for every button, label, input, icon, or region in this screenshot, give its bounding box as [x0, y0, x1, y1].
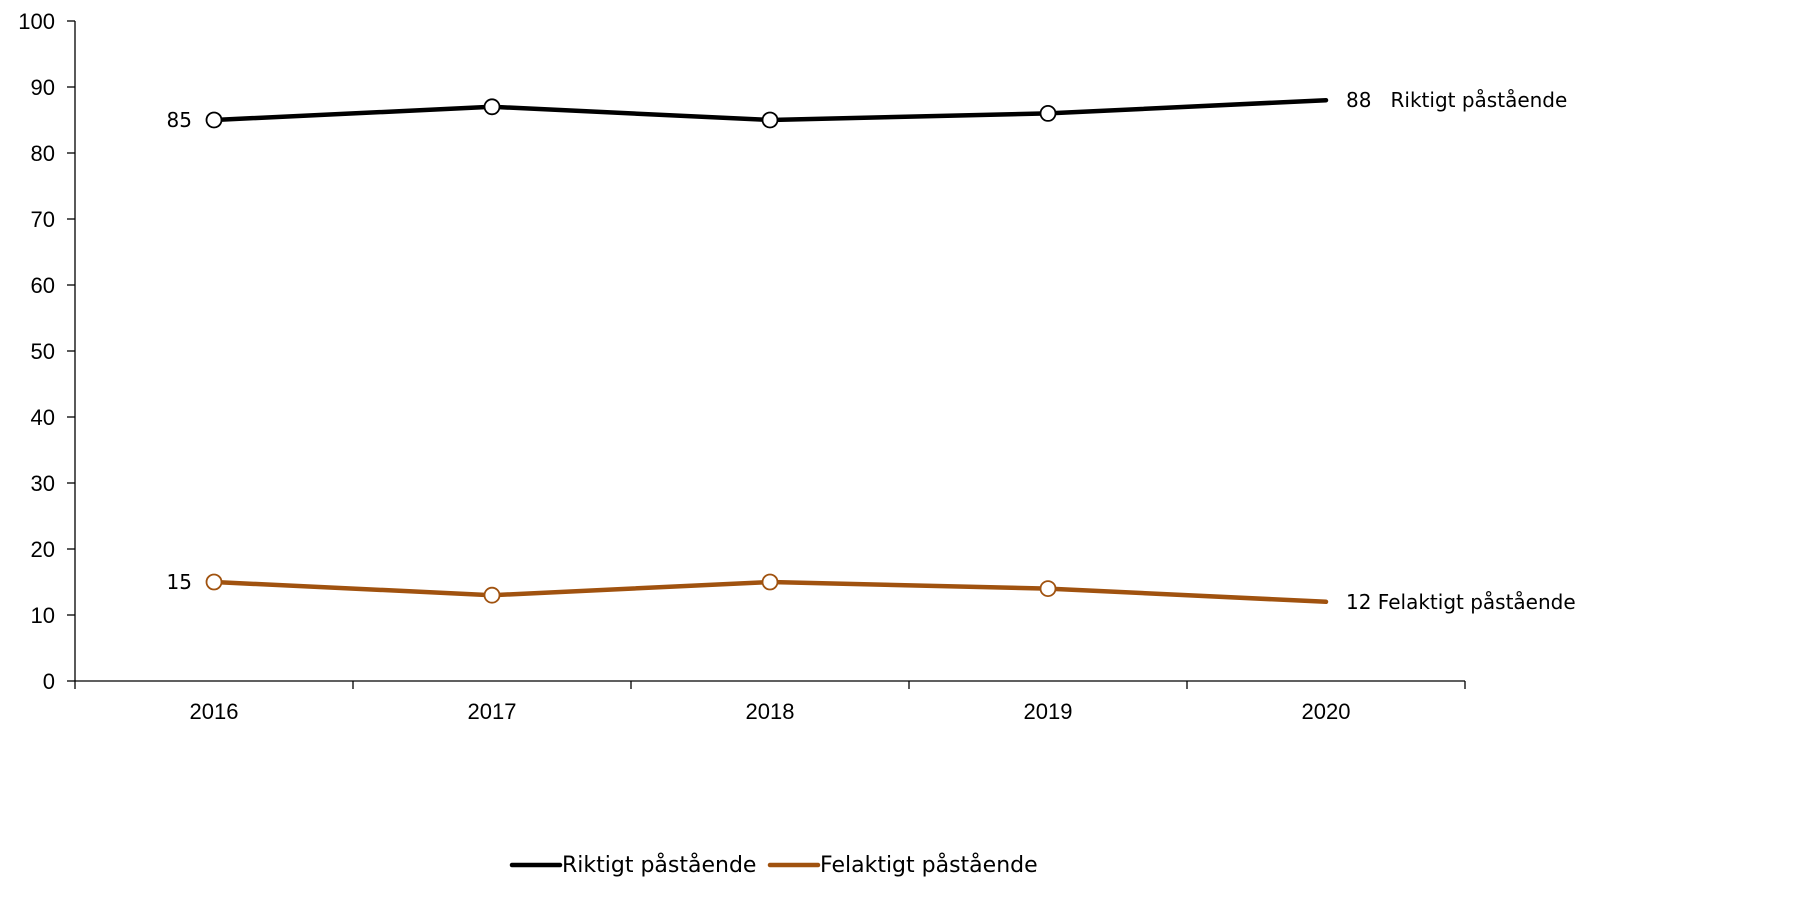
data-label-start: 85: [167, 108, 192, 132]
y-tick-label: 20: [31, 537, 55, 562]
legend[interactable]: Riktigt påstående Felaktigt påstående: [512, 852, 1038, 878]
legend-label: Riktigt påstående: [562, 852, 756, 878]
data-point-marker: [1041, 106, 1056, 121]
y-tick-label: 30: [31, 471, 55, 496]
data-point-marker: [763, 113, 778, 128]
data-point-marker: [763, 575, 778, 590]
legend-item-2[interactable]: Felaktigt påstående: [770, 852, 1038, 878]
x-axis: 2016 2017 2018 2019 2020: [75, 681, 1465, 724]
x-tick-label: 2019: [1024, 699, 1073, 724]
x-tick-label: 2016: [190, 699, 239, 724]
legend-label: Felaktigt påstående: [820, 852, 1038, 878]
data-label-end: 12 Felaktigt påstående: [1346, 590, 1576, 614]
x-tick-label: 2017: [468, 699, 517, 724]
y-tick-label: 100: [18, 9, 55, 34]
y-tick-label: 10: [31, 603, 55, 628]
data-label-start: 15: [167, 570, 192, 594]
data-point-marker: [485, 99, 500, 114]
data-label-end: 88 Riktigt påstående: [1346, 88, 1567, 112]
x-tick-label: 2018: [746, 699, 795, 724]
y-tick-label: 40: [31, 405, 55, 430]
y-tick-label: 0: [43, 669, 55, 694]
series-2: 15 12 Felaktigt påstående: [167, 570, 1576, 614]
x-tick-label: 2020: [1302, 699, 1351, 724]
data-point-marker: [485, 588, 500, 603]
y-axis: 0 10 20 30 40 50 60 70 80 90 100: [18, 9, 75, 694]
series-layer: 85 88 Riktigt påstående 15 12 Felaktigt pås…: [167, 88, 1576, 614]
data-point-marker: [207, 113, 222, 128]
legend-item-1[interactable]: Riktigt påstående: [512, 852, 756, 878]
data-point-marker: [1041, 581, 1056, 596]
series-1: 85 88 Riktigt påstående: [167, 88, 1568, 132]
y-tick-label: 70: [31, 207, 55, 232]
y-tick-label: 60: [31, 273, 55, 298]
y-tick-label: 80: [31, 141, 55, 166]
y-tick-label: 90: [31, 75, 55, 100]
data-point-marker: [207, 575, 222, 590]
y-tick-label: 50: [31, 339, 55, 364]
